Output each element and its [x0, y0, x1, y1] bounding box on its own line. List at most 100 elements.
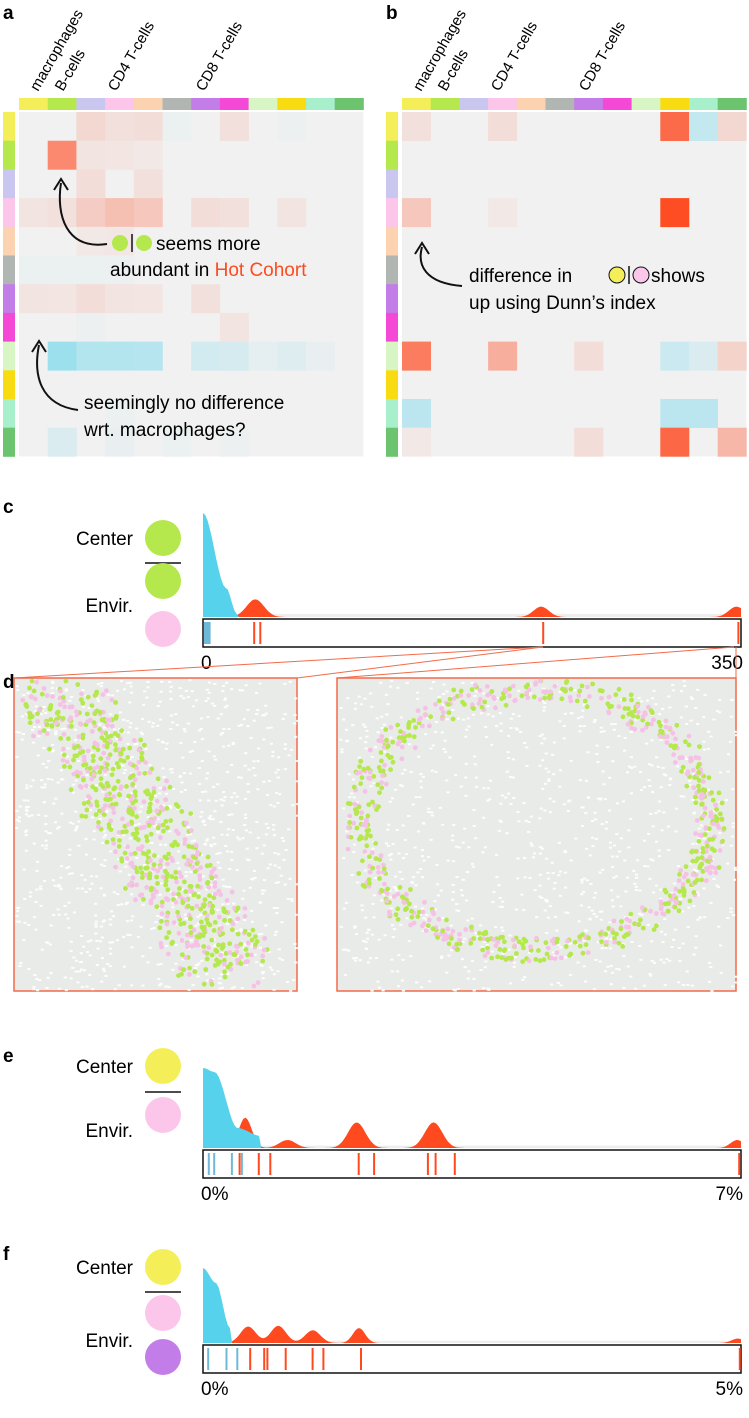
tissue-cell: [141, 733, 145, 736]
row-color-swatch: [386, 198, 398, 228]
tissue-cell: [404, 892, 409, 897]
tissue-cell: [389, 907, 393, 910]
zoom-connectors: [13, 646, 737, 679]
tissue-cell: [221, 908, 227, 914]
tissue-cell: [72, 753, 78, 759]
tissue-cell: [219, 733, 223, 736]
tissue-cell: [198, 919, 204, 925]
tissue-cell: [552, 887, 556, 890]
column-color-swatch: [191, 98, 221, 110]
tissue-cell: [204, 790, 208, 793]
tissue-cell: [519, 731, 523, 733]
tissue-cell: [670, 892, 674, 894]
tissue-cell: [446, 859, 450, 862]
tissue-cell: [50, 680, 55, 683]
tissue-cell: [295, 760, 299, 762]
tissue-cell: [150, 927, 154, 930]
tissue-cell: [718, 831, 722, 834]
tissue-cell: [148, 887, 154, 893]
tissue-cell: [58, 736, 64, 741]
tissue-cell: [521, 936, 527, 942]
tissue-cell: [733, 866, 737, 869]
tissue-cell: [160, 822, 166, 828]
tissue-cell: [445, 926, 451, 932]
tissue-cell: [17, 920, 21, 923]
tissue-cell: [654, 811, 658, 814]
tissue-cell: [69, 704, 75, 710]
tissue-cell: [24, 849, 28, 852]
tissue-cell: [584, 980, 588, 983]
tissue-cell: [599, 726, 603, 729]
tissue-cell: [156, 914, 160, 917]
tissue-cell: [152, 927, 156, 930]
tissue-cell: [629, 756, 634, 759]
tissue-cells: [15, 678, 300, 992]
tissue-cell: [177, 867, 181, 870]
tissue-cell: [220, 833, 224, 836]
heatmap-cell: [105, 140, 135, 170]
tissue-cell: [471, 706, 476, 711]
tissue-cell: [377, 790, 382, 795]
tissue-cell: [422, 917, 426, 920]
tissue-cell: [144, 838, 150, 844]
tissue-cell: [28, 895, 32, 898]
tissue-cell: [256, 788, 260, 791]
tissue-cell: [174, 962, 178, 965]
tissue-cell: [718, 711, 722, 714]
tissue-cell: [252, 760, 256, 763]
tissue-cell: [421, 907, 425, 910]
tissue-cell: [39, 904, 43, 907]
tissue-cell: [634, 888, 638, 891]
tissue-cell: [409, 908, 414, 914]
heatmap-cell: [105, 427, 135, 457]
tissue-cell: [715, 884, 719, 887]
tissue-cell: [708, 864, 713, 869]
tissue-cell: [257, 933, 261, 936]
tissue-cell: [29, 891, 33, 894]
tissue-cell: [344, 948, 348, 951]
tissue-cell: [656, 719, 662, 725]
tissue-cell: [139, 755, 145, 760]
tissue-cell: [75, 682, 81, 687]
tissue-cell: [80, 735, 86, 741]
tissue-cell: [60, 752, 64, 755]
tissue-cell: [218, 892, 224, 898]
tissue-cell: [113, 988, 117, 991]
tissue-cell: [243, 813, 247, 816]
tissue-cell: [71, 791, 75, 794]
tissue-cell: [293, 722, 297, 725]
tissue-cell: [493, 705, 498, 711]
tissue-cell: [696, 688, 700, 691]
tissue-cell: [465, 899, 469, 902]
tissue-cell: [339, 738, 343, 741]
tissue-cell: [212, 755, 216, 758]
tissue-cell: [95, 939, 99, 942]
tissue-cell: [51, 749, 55, 752]
tissue-cell: [109, 910, 114, 913]
tissue-cell: [539, 846, 543, 849]
tissue-cell: [184, 932, 190, 938]
tissue-cell: [111, 941, 115, 944]
tissue-cell: [85, 798, 89, 801]
heatmap-cell: [133, 112, 163, 141]
tissue-cell: [646, 704, 651, 710]
tissue-cell: [358, 737, 362, 740]
tissue-cell: [60, 757, 66, 763]
tissue-cell: [691, 799, 695, 802]
tissue-cell: [272, 828, 276, 831]
heatmap-panel-a: [3, 98, 364, 457]
tissue-cell: [130, 831, 136, 837]
tissue-cell: [612, 936, 617, 941]
tissue-cell: [407, 733, 412, 738]
tissue-cell: [671, 683, 675, 686]
tissue-cell: [484, 684, 490, 689]
tissue-cell: [423, 928, 429, 933]
tissue-cell: [118, 751, 124, 757]
tissue-cell: [558, 769, 563, 772]
tissue-cell: [260, 852, 264, 855]
environment-cell-dot: [145, 1295, 181, 1331]
tissue-cell: [457, 846, 461, 849]
row-color-swatch: [386, 312, 398, 342]
tissue-cell: [384, 898, 390, 904]
row-color-swatch: [3, 198, 15, 228]
